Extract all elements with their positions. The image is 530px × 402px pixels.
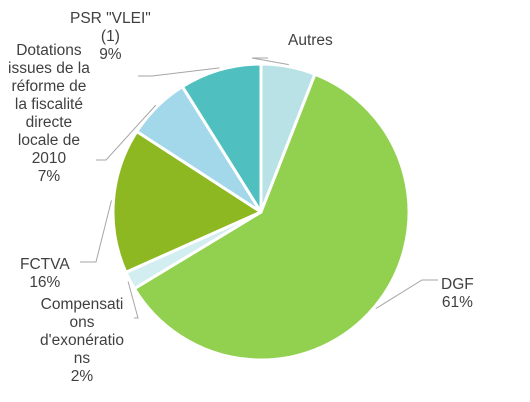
leader-line-compensations-d-exon-rations xyxy=(127,281,139,319)
pie-slice-dgf xyxy=(132,72,411,362)
slice-label-dotations: Dotations issues de la réforme de la fis… xyxy=(8,42,90,185)
slice-label-dgf: DGF 61% xyxy=(441,276,474,311)
slice-label-compensations: Compensati ons d'exonératio ns 2% xyxy=(40,296,124,385)
leader-line-fctva xyxy=(80,200,112,263)
slice-label-psr-vlei: PSR "VLEI" (1) 9% xyxy=(70,10,151,63)
leader-line-dotations-issues-de-la-r-forme-de-la-fiscalit-directe-locale-de-2010 xyxy=(96,104,157,161)
leader-line-dgf xyxy=(375,279,438,310)
leader-lines xyxy=(80,57,438,319)
pie-slice-fctva xyxy=(111,129,263,274)
slice-label-autres: Autres xyxy=(288,32,333,49)
slice-label-fctva: FCTVA 16% xyxy=(20,256,70,291)
pie-slices xyxy=(111,62,411,362)
pie-slice-psr-vlei-1 xyxy=(180,62,263,214)
leader-line-psr-vlei-1 xyxy=(138,67,220,77)
leader-line-autres xyxy=(251,57,289,66)
